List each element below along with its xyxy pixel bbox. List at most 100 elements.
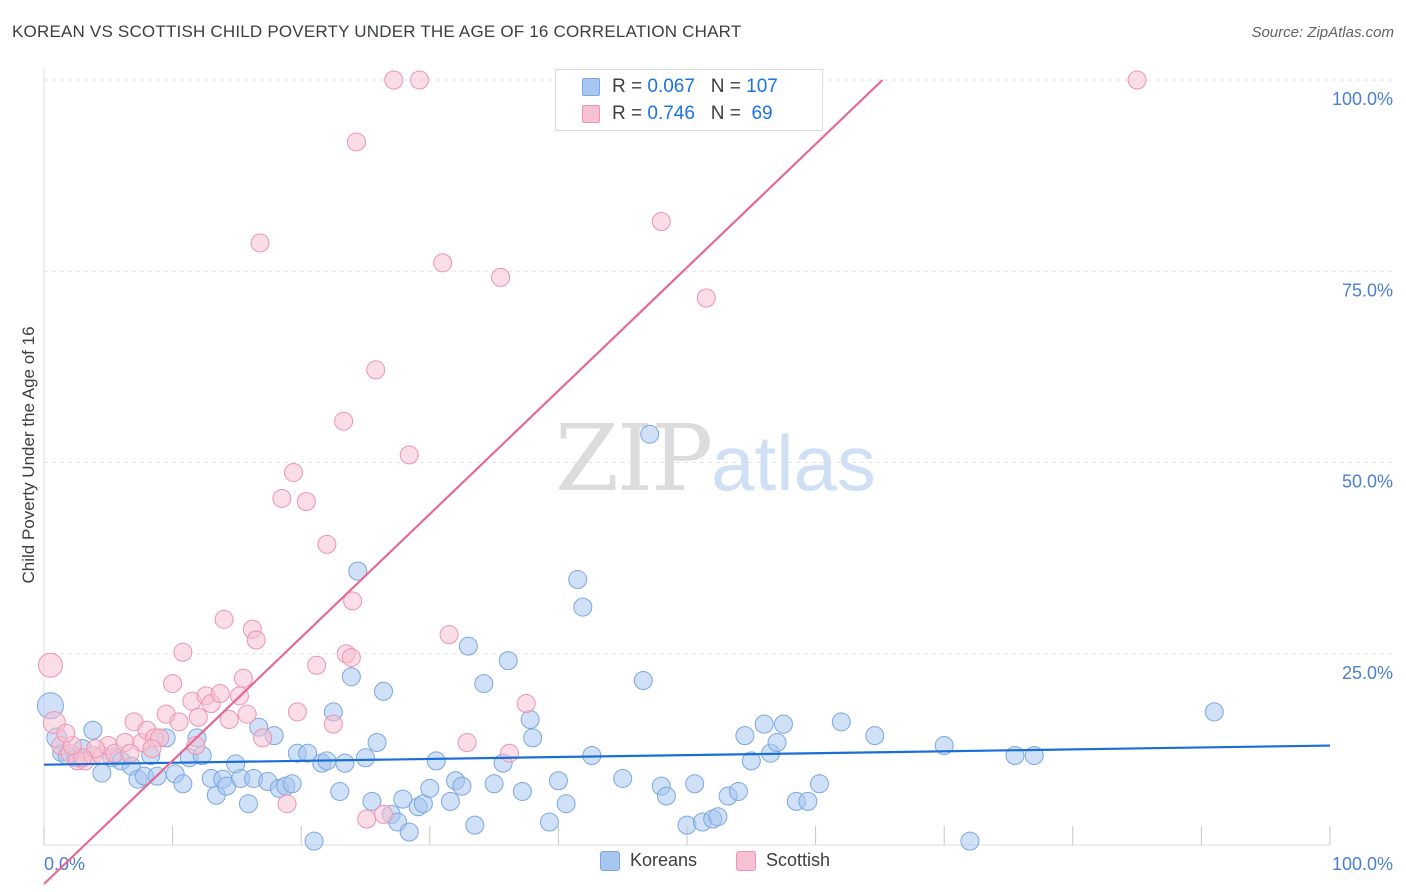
data-point-scottish[interactable] (323, 714, 343, 734)
data-point-scottish[interactable] (516, 693, 536, 713)
data-point-scottish[interactable] (287, 702, 307, 722)
data-point-koreans[interactable] (573, 597, 593, 617)
data-point-koreans[interactable] (393, 789, 413, 809)
data-point-koreans[interactable] (92, 763, 112, 783)
data-point-scottish[interactable] (317, 534, 337, 554)
data-point-koreans[interactable] (420, 778, 440, 798)
legend-item-koreans[interactable]: Koreans (600, 850, 697, 871)
data-point-koreans[interactable] (640, 424, 660, 444)
data-point-koreans[interactable] (520, 710, 540, 730)
data-point-scottish[interactable] (142, 739, 162, 759)
data-point-koreans[interactable] (831, 712, 851, 732)
data-point-koreans[interactable] (960, 831, 980, 851)
data-point-scottish[interactable] (120, 743, 140, 763)
data-point-scottish[interactable] (85, 739, 105, 759)
data-point-koreans[interactable] (728, 781, 748, 801)
data-point-koreans[interactable] (465, 815, 485, 835)
data-point-koreans[interactable] (498, 651, 518, 671)
data-point-koreans[interactable] (282, 774, 302, 794)
data-point-koreans[interactable] (173, 774, 193, 794)
data-point-koreans[interactable] (656, 786, 676, 806)
data-point-scottish[interactable] (173, 642, 193, 662)
data-point-scottish[interactable] (500, 743, 520, 763)
data-point-scottish[interactable] (384, 70, 404, 90)
data-point-scottish[interactable] (237, 704, 257, 724)
data-point-scottish[interactable] (651, 212, 671, 232)
data-point-koreans[interactable] (1204, 702, 1224, 722)
data-point-scottish[interactable] (457, 732, 477, 752)
data-point-scottish[interactable] (283, 462, 303, 482)
data-point-scottish[interactable] (343, 591, 363, 611)
data-point-koreans[interactable] (613, 768, 633, 788)
data-point-koreans[interactable] (374, 681, 394, 701)
data-point-koreans[interactable] (754, 714, 774, 734)
data-point-scottish[interactable] (233, 668, 253, 688)
data-point-koreans[interactable] (633, 671, 653, 691)
data-point-koreans[interactable] (399, 822, 419, 842)
data-point-scottish[interactable] (250, 233, 270, 253)
data-point-scottish[interactable] (169, 712, 189, 732)
data-point-scottish[interactable] (1127, 70, 1147, 90)
data-point-scottish[interactable] (341, 648, 361, 668)
data-point-scottish[interactable] (73, 748, 93, 768)
data-point-scottish[interactable] (188, 707, 208, 727)
data-point-scottish[interactable] (253, 728, 273, 748)
data-point-koreans[interactable] (330, 781, 350, 801)
data-point-koreans[interactable] (512, 781, 532, 801)
data-point-koreans[interactable] (798, 791, 818, 811)
data-point-koreans[interactable] (708, 807, 728, 827)
data-point-koreans[interactable] (809, 774, 829, 794)
data-point-scottish[interactable] (399, 445, 419, 465)
data-point-scottish[interactable] (374, 804, 394, 824)
data-point-scottish[interactable] (214, 609, 234, 629)
data-point-koreans[interactable] (348, 561, 368, 581)
data-point-koreans[interactable] (356, 748, 375, 768)
data-point-scottish[interactable] (433, 253, 453, 273)
data-point-koreans[interactable] (452, 776, 472, 796)
data-point-koreans[interactable] (362, 791, 382, 811)
data-point-scottish[interactable] (439, 625, 459, 645)
data-point-scottish[interactable] (37, 652, 63, 678)
data-point-scottish[interactable] (277, 794, 297, 814)
data-point-koreans[interactable] (773, 714, 793, 734)
data-point-koreans[interactable] (440, 791, 460, 811)
data-point-koreans[interactable] (685, 774, 705, 794)
data-point-koreans[interactable] (484, 774, 504, 794)
data-point-koreans[interactable] (426, 751, 446, 771)
data-point-scottish[interactable] (219, 710, 239, 730)
data-point-scottish[interactable] (410, 70, 430, 90)
data-point-koreans[interactable] (474, 674, 494, 694)
data-point-scottish[interactable] (491, 267, 511, 287)
data-point-koreans[interactable] (677, 815, 697, 835)
data-point-koreans[interactable] (539, 812, 559, 832)
data-point-koreans[interactable] (548, 771, 568, 791)
data-point-scottish[interactable] (186, 736, 206, 756)
data-point-scottish[interactable] (272, 488, 292, 508)
data-point-scottish[interactable] (366, 360, 386, 380)
data-point-koreans[interactable] (341, 667, 361, 687)
data-point-scottish[interactable] (56, 723, 76, 743)
data-point-koreans[interactable] (304, 831, 324, 851)
data-point-koreans[interactable] (556, 794, 576, 814)
data-point-scottish[interactable] (307, 655, 327, 675)
data-point-scottish[interactable] (163, 674, 183, 694)
data-point-koreans[interactable] (741, 751, 761, 771)
data-point-koreans[interactable] (83, 720, 103, 740)
data-point-koreans[interactable] (367, 732, 387, 752)
data-point-scottish[interactable] (334, 411, 354, 431)
data-point-koreans[interactable] (735, 726, 755, 746)
data-point-scottish[interactable] (210, 684, 230, 704)
data-point-koreans[interactable] (767, 732, 787, 752)
data-point-koreans[interactable] (238, 794, 258, 814)
data-point-koreans[interactable] (865, 726, 885, 746)
data-point-koreans[interactable] (458, 636, 478, 656)
data-point-koreans[interactable] (298, 743, 318, 763)
data-point-koreans[interactable] (523, 728, 543, 748)
data-point-koreans[interactable] (568, 570, 588, 590)
data-point-koreans[interactable] (934, 736, 954, 756)
data-point-scottish[interactable] (296, 492, 316, 512)
data-point-scottish[interactable] (357, 809, 377, 829)
data-point-scottish[interactable] (346, 132, 366, 152)
data-point-koreans[interactable] (335, 753, 355, 773)
data-point-scottish[interactable] (246, 630, 266, 650)
